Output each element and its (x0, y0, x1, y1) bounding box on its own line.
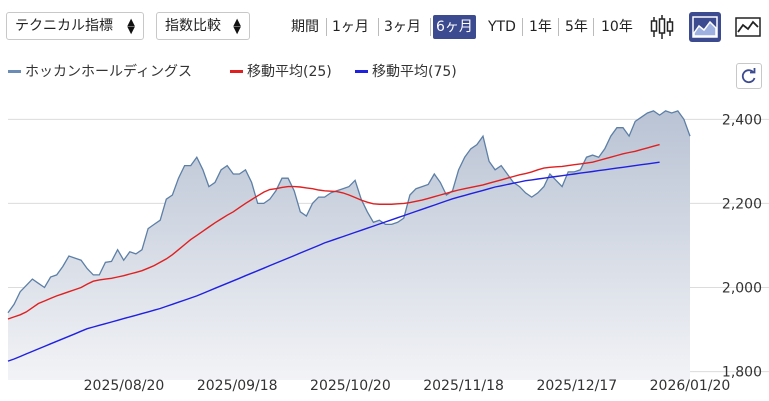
candlestick-icon (650, 15, 674, 39)
price-area (8, 110, 690, 381)
legend-swatch (8, 69, 21, 73)
period-10y-button[interactable]: 10年 (601, 19, 633, 35)
x-tick-label: 2025/11/18 (423, 378, 504, 394)
period-1y-button[interactable]: 1年 (529, 19, 552, 35)
divider (522, 18, 523, 36)
ma75-line (7, 161, 660, 362)
line-chart-icon (735, 17, 761, 37)
index-compare-select[interactable]: 指数比較 ▲ ▼ (156, 12, 250, 40)
ma25-line (7, 143, 660, 320)
technical-indicator-select-label: テクニカル指標 (15, 18, 113, 34)
price-line (7, 110, 691, 314)
period-6m-button[interactable]: 6ヶ月 (433, 15, 476, 39)
chart-toolbar: テクニカル指標 ▲ ▼ 指数比較 ▲ ▼ 期間 1ヶ月 3ヶ月 6ヶ月 YTD 1年… (0, 0, 769, 50)
refresh-icon (741, 68, 756, 84)
period-label: 期間 (291, 19, 319, 35)
legend-label: ホッカンホールディングス (25, 64, 193, 80)
x-tick-label: 2025/10/20 (310, 378, 391, 394)
technical-indicator-select[interactable]: テクニカル指標 ▲ ▼ (6, 12, 144, 40)
axis-labels: 1,800 2,000 2,200 2,400 2025/08/20 2025/09/18… (84, 112, 762, 394)
select-arrows-icon: ▲ ▼ (233, 17, 241, 36)
legend-swatch (355, 69, 368, 73)
legend-label: 移動平均(25) (247, 64, 332, 80)
divider (430, 18, 431, 36)
legend-label: 移動平均(75) (372, 64, 457, 80)
period-1m-button[interactable]: 1ヶ月 (332, 19, 369, 35)
legend-item-ma75: 移動平均(75) (355, 61, 457, 81)
x-tick-label: 2025/08/20 (84, 378, 165, 394)
divider (593, 18, 594, 36)
line-chart-button[interactable] (732, 12, 764, 42)
select-arrows-icon: ▲ ▼ (127, 17, 135, 36)
divider (558, 18, 559, 36)
index-compare-select-label: 指数比較 (165, 18, 221, 34)
legend-item-ma25: 移動平均(25) (230, 61, 332, 81)
x-tick-label: 2025/09/18 (197, 378, 278, 394)
legend-item-price: ホッカンホールディングス (8, 61, 192, 81)
y-tick-label: 2,000 (722, 281, 762, 297)
reset-zoom-button[interactable] (736, 63, 762, 89)
y-tick-label: 1,800 (722, 365, 762, 381)
period-ytd-button[interactable]: YTD (488, 19, 516, 35)
y-tick-label: 2,200 (722, 196, 762, 212)
candlestick-chart-button[interactable] (646, 12, 678, 42)
area-chart-button[interactable] (689, 12, 721, 42)
series-layer (7, 110, 691, 381)
divider (326, 18, 327, 36)
area-chart-icon (692, 16, 718, 38)
x-tick-label: 2025/12/17 (536, 378, 617, 394)
x-tick-label: 2026/01/20 (650, 378, 731, 394)
y-tick-label: 2,400 (722, 112, 762, 128)
divider (378, 18, 379, 36)
legend-swatch (230, 69, 243, 73)
period-3m-button[interactable]: 3ヶ月 (384, 19, 421, 35)
period-5y-button[interactable]: 5年 (565, 19, 588, 35)
